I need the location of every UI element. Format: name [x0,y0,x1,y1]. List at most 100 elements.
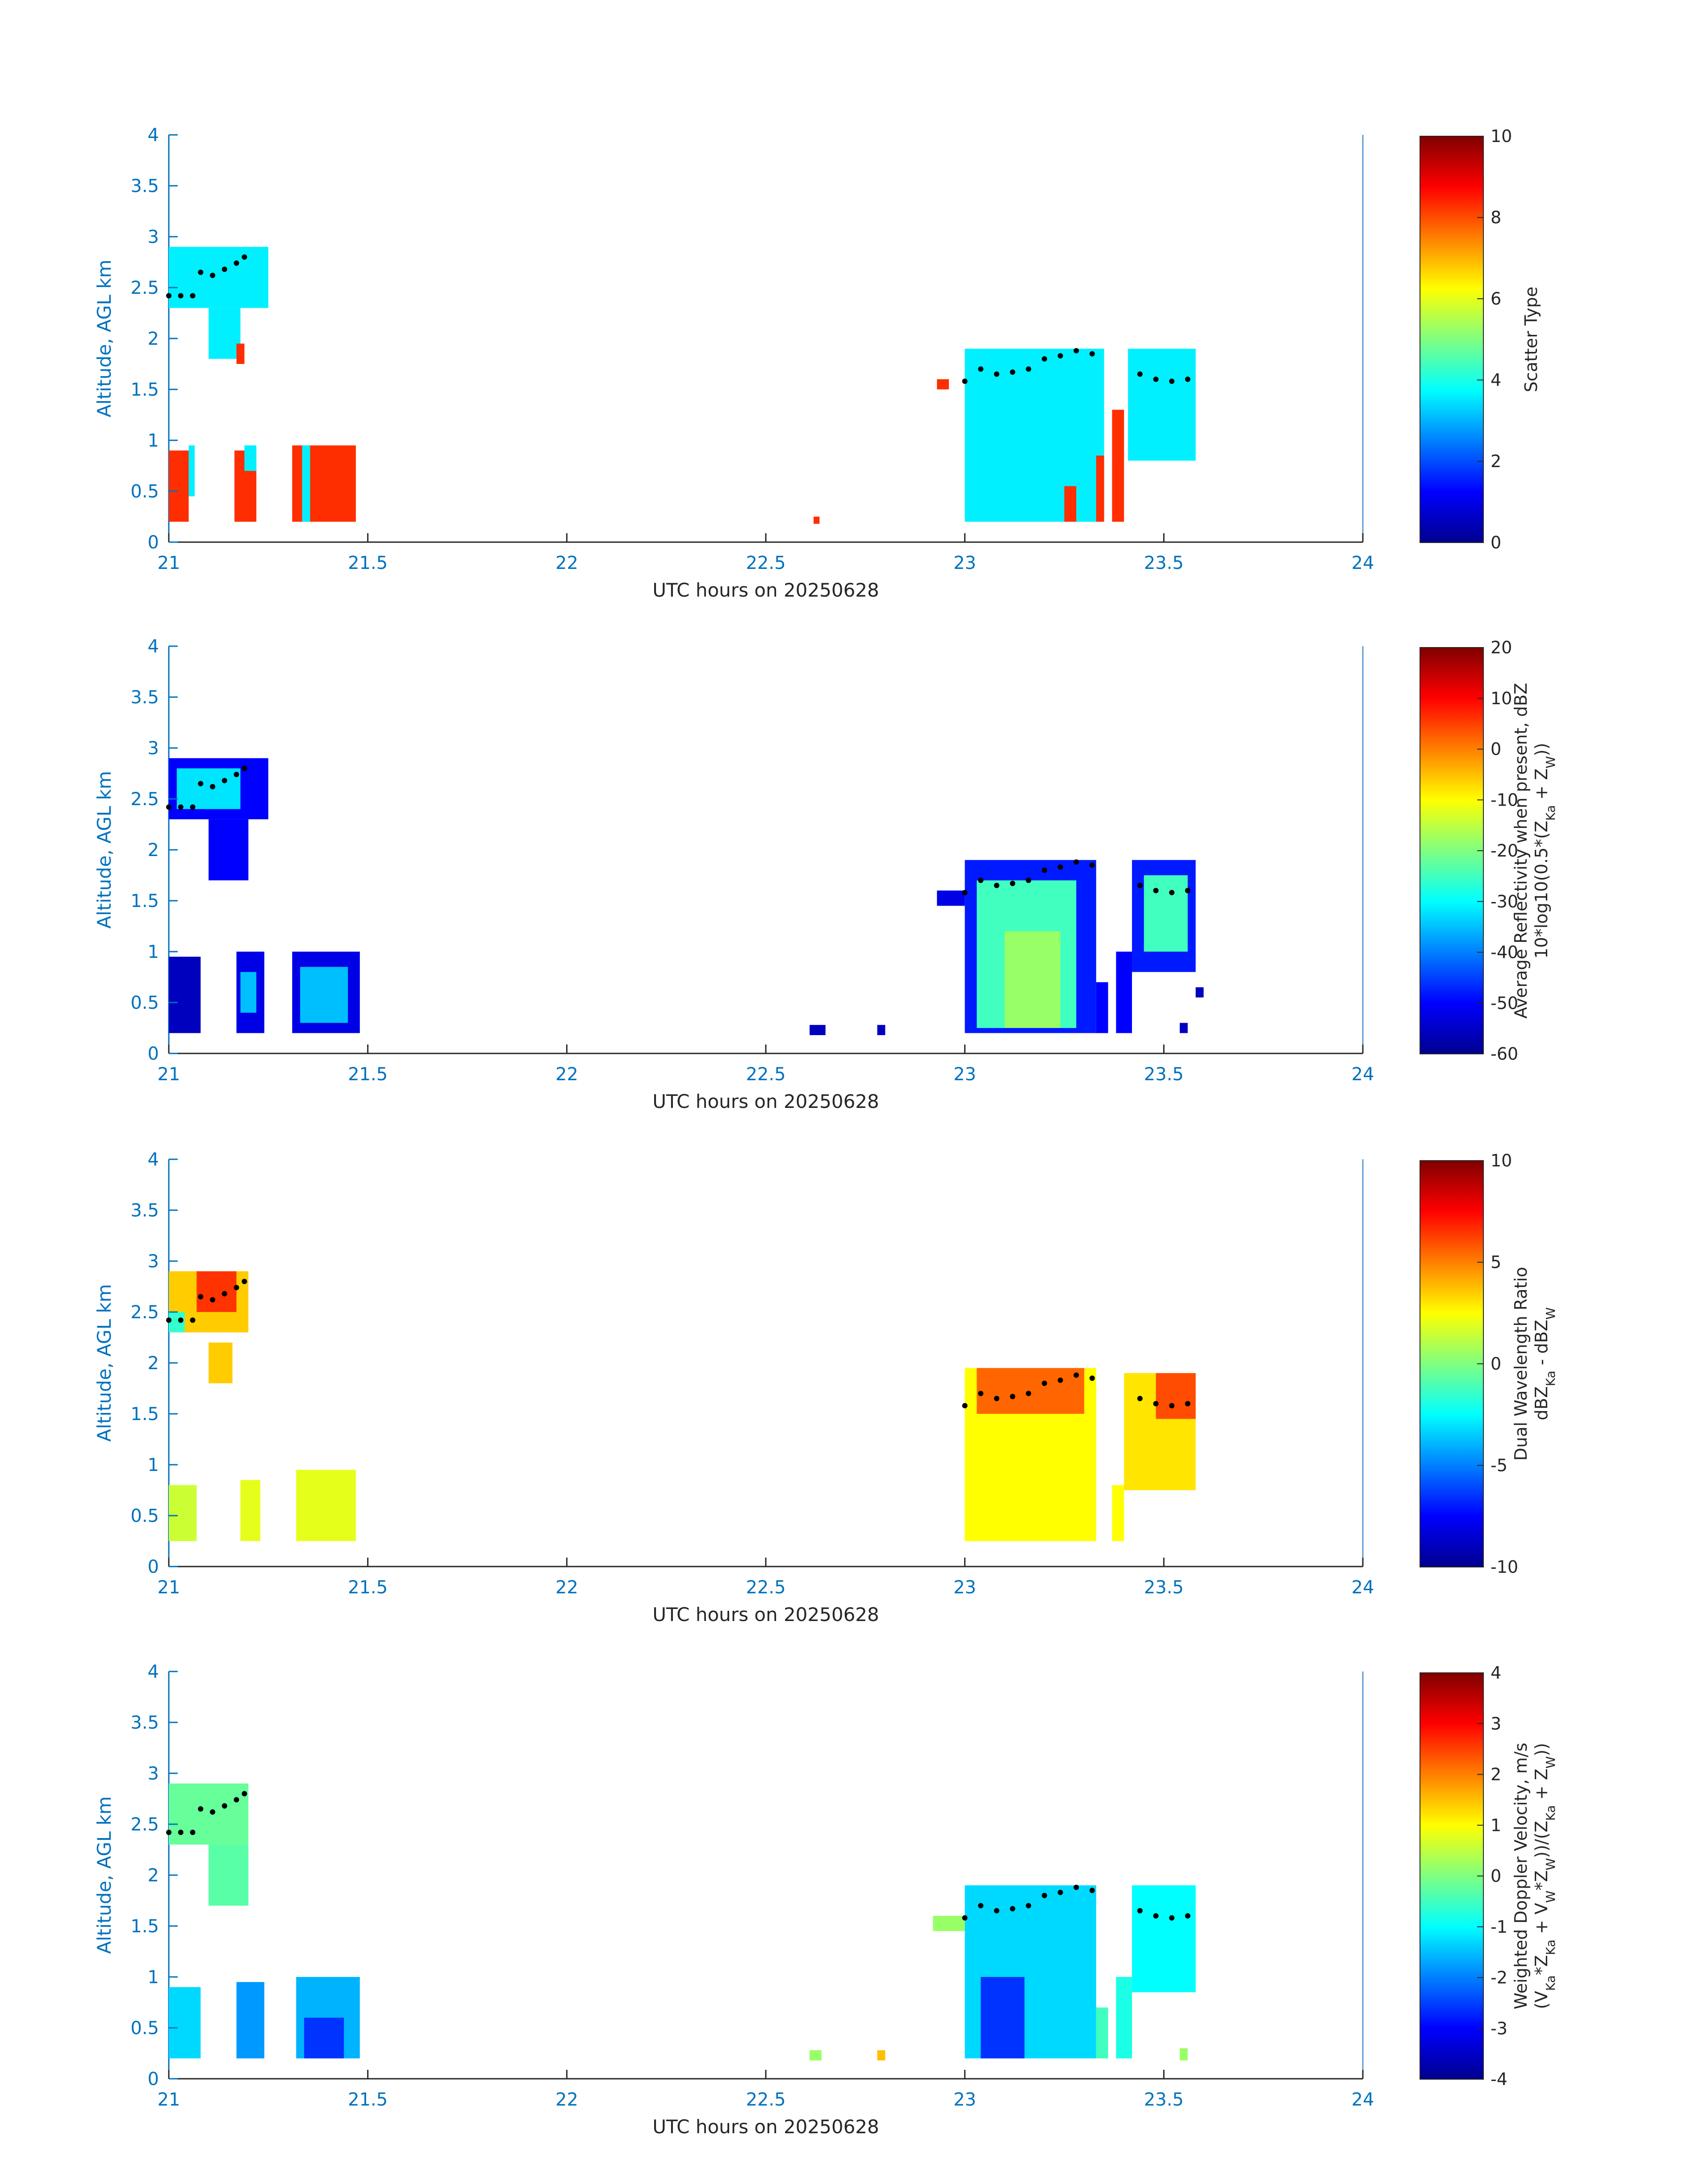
colorbar-tick-label: -4 [1491,2069,1508,2089]
colorbar-label-line: Weighted Doppler Velocity, m/s [1511,1742,1531,2009]
data-region [1179,2048,1188,2060]
melting-layer-point [1185,376,1190,382]
data-region [810,1025,826,1035]
melting-layer-point [1089,351,1095,357]
melting-layer-point [234,260,239,266]
melting-layer-point [1026,877,1031,883]
melting-layer-point [1089,1888,1095,1893]
melting-layer-point [210,784,216,790]
melting-layer-point [166,293,171,299]
y-tick-label: 3.5 [130,1200,159,1221]
colorbar-tick-label: 20 [1491,638,1512,657]
y-tick-label: 1 [148,1455,159,1475]
y-tick-label: 3 [148,1251,159,1272]
melting-layer-point [1185,1401,1190,1407]
y-tick-label: 4 [148,1662,159,1682]
x-tick-label: 21.5 [348,553,388,573]
x-tick-label: 23 [953,1577,976,1598]
x-axis-label: UTC hours on 20250628 [652,579,879,601]
x-tick-label: 21 [158,553,180,573]
x-tick-label: 23.5 [1144,553,1184,573]
melting-layer-point [1169,890,1175,895]
data-region [1096,2007,1108,2059]
x-tick-label: 21 [158,1577,180,1598]
y-tick-label: 1.5 [130,1916,159,1937]
data-region [188,445,195,497]
melting-layer-point [994,1396,999,1401]
y-tick-label: 2 [148,1865,159,1886]
data-region [292,445,356,522]
data-region [300,967,348,1023]
colorbar-label-line: dBZKa - dBZW [1532,1307,1558,1420]
data-regions [169,1271,1196,1541]
melting-layer-point [1073,859,1079,865]
melting-layer-point [978,1391,984,1396]
y-tick-label: 3 [148,227,159,247]
melting-layer-point [242,765,247,771]
y-tick-label: 0.5 [130,1506,159,1526]
colorbar-tick-label: 1 [1491,1815,1501,1835]
x-tick-label: 22.5 [746,1577,785,1598]
y-tick-label: 3.5 [130,1713,159,1733]
melting-layer-point [1041,1380,1047,1386]
x-tick-label: 23.5 [1144,1064,1184,1085]
data-region [209,1342,233,1383]
melting-layer-point [166,804,171,810]
melting-layer-point [1041,1893,1047,1898]
data-region [1116,952,1132,1033]
melting-layer-point [1057,864,1063,870]
colorbar-tick-label: 3 [1491,1714,1501,1734]
colorbar-tick-label: -2 [1491,1968,1508,1988]
melting-layer-point [1073,1885,1079,1890]
y-tick-label: 0 [148,532,159,553]
melting-layer-point [166,1830,171,1835]
data-region [1116,1977,1132,2059]
data-region [236,1982,264,2059]
melting-layer-point [962,1915,968,1921]
y-tick-label: 2 [148,329,159,349]
melting-layer-point [1153,1401,1159,1407]
colorbar-tick-label: 5 [1491,1253,1501,1272]
melting-layer-point [221,1291,227,1296]
y-tick-label: 4 [148,636,159,657]
melting-layer-point [1137,1396,1143,1401]
colorbar-tick-label: -30 [1491,892,1518,911]
melting-layer-point [190,1317,196,1323]
data-region [169,1485,197,1541]
y-tick-label: 0.5 [130,481,159,502]
data-region [877,2050,885,2060]
melting-layer-point [1026,366,1031,372]
melting-layer [166,765,1190,895]
melting-layer [166,254,1190,384]
data-region [1096,982,1108,1033]
x-tick-label: 23.5 [1144,1577,1184,1598]
melting-layer-point [234,1285,239,1291]
melting-layer-point [178,1317,184,1323]
melting-layer-point [242,1791,247,1797]
melting-layer-point [1169,1403,1175,1408]
colorbar-tick-label: 2 [1491,1765,1501,1784]
data-region [169,247,268,308]
colorbar-tick-label: 4 [1491,1663,1501,1683]
y-tick-label: 0 [148,1557,159,1577]
melting-layer-point [198,781,204,786]
data-region [209,308,241,359]
x-axis-label: UTC hours on 20250628 [652,1604,879,1625]
colorbar-label-line: 10*log10(0.5*(ZKa + ZW)) [1532,743,1558,958]
y-tick-label: 1.5 [130,380,159,400]
melting-layer-point [178,1830,184,1835]
y-axis-label: Altitude, AGL km [93,1796,115,1954]
melting-layer-point [1185,1913,1190,1919]
colorbar-tick-label: -10 [1491,1557,1518,1577]
melting-layer-point [198,269,204,275]
y-axis-label: Altitude, AGL km [93,1284,115,1442]
melting-layer-point [994,882,999,888]
data-region [1132,1885,1196,1993]
melting-layer-point [1041,867,1047,873]
colorbar-tick-label: 8 [1491,208,1501,227]
data-region [176,768,241,809]
melting-layer-point [1010,369,1015,375]
